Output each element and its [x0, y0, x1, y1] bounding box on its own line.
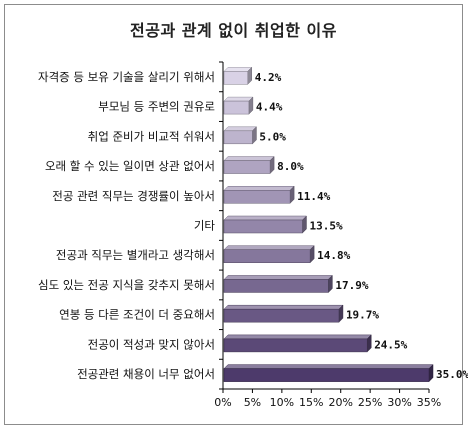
chart-title: 전공과 관계 없이 취업한 이유 — [130, 21, 337, 40]
x-tick-label: 10% — [270, 396, 294, 409]
x-tick-label: 0% — [214, 396, 231, 409]
bar-top — [223, 126, 258, 132]
bar-top — [223, 304, 344, 310]
bar-top — [223, 245, 315, 250]
category-label: 전공과 직무는 별개라고 생각해서 — [56, 248, 215, 262]
value-label: 4.4% — [256, 101, 283, 114]
bar-top — [223, 364, 434, 369]
category-label: 취업 준비가 비교적 쉬워서 — [88, 129, 215, 143]
x-tick-label: 35% — [417, 396, 441, 409]
value-label: 4.2% — [255, 71, 282, 84]
x-tick-label: 25% — [358, 396, 382, 409]
x-tick-label: 20% — [328, 396, 352, 409]
bar-top — [223, 67, 253, 72]
bar — [223, 100, 250, 115]
bar — [223, 219, 303, 234]
category-label: 심도 있는 전공 지식을 갖추지 못해서 — [38, 278, 215, 292]
category-label: 부모님 등 주변의 권유로 — [98, 100, 215, 114]
category-label: 연봉 등 다른 조건이 더 중요해서 — [59, 308, 215, 322]
bar-top — [223, 96, 254, 102]
bar — [223, 308, 340, 323]
bar — [223, 71, 248, 85]
value-label: 19.7% — [346, 309, 379, 322]
value-label: 5.0% — [259, 130, 286, 143]
value-label: 13.5% — [309, 220, 342, 233]
x-tick-label: 30% — [387, 396, 411, 409]
bar-top — [223, 215, 308, 221]
value-label: 14.8% — [317, 249, 350, 262]
value-label: 17.9% — [335, 279, 368, 292]
x-tick-label: 15% — [299, 396, 323, 409]
bar-top — [223, 334, 372, 340]
category-label: 자격증 등 보유 기술을 살리기 위해서 — [38, 70, 215, 84]
category-label: 전공 관련 직무는 경쟁률이 높아서 — [52, 189, 215, 203]
bar-top — [223, 156, 275, 161]
value-label: 24.5% — [374, 338, 407, 351]
bar — [223, 130, 253, 145]
x-tick-label: 5% — [244, 396, 261, 409]
value-label: 35.0% — [436, 368, 468, 381]
bar — [223, 249, 311, 263]
value-label: 8.0% — [277, 160, 304, 173]
category-label: 기타 — [194, 219, 216, 233]
bar-top — [223, 186, 295, 191]
value-label: 11.4% — [297, 190, 330, 203]
bar — [223, 160, 271, 174]
category-label: 전공이 적성과 맞지 않아서 — [88, 337, 215, 351]
category-label: 오래 할 수 있는 일이면 상관 없어서 — [45, 159, 215, 173]
bar — [223, 338, 368, 353]
bar-top — [223, 275, 333, 280]
category-label: 전공관련 채용이 너무 없어서 — [77, 367, 215, 381]
bar — [223, 279, 329, 293]
bar — [223, 368, 430, 382]
bar — [223, 190, 291, 204]
